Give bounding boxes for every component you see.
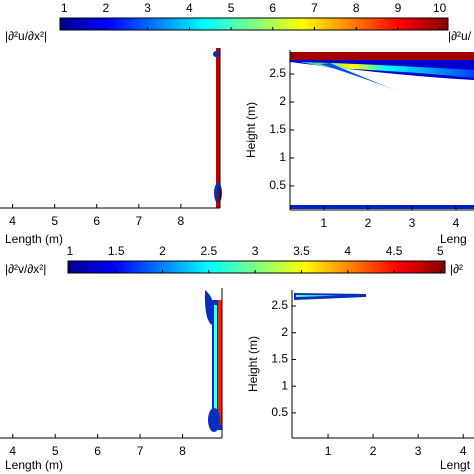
x-tick-label: 5: [51, 214, 58, 228]
colorbar-label: |∂²u/∂x²|: [5, 29, 47, 43]
x-tick-label: 1: [325, 444, 332, 458]
colorbar-tick-label: 9: [395, 1, 402, 15]
y-tick-label: 0.5: [271, 405, 288, 419]
colorbar-label: |∂²u/: [448, 29, 472, 43]
y-tick-label: 2: [279, 94, 286, 108]
colorbar-tick-label: 4: [186, 1, 193, 15]
x-tick-label: 5: [52, 444, 59, 458]
colorbar-tick-label: 4.5: [386, 244, 403, 258]
x-axis-label: Lengt: [440, 458, 471, 472]
y-axis-label: Height (m): [246, 336, 260, 392]
contour-fill: [213, 48, 222, 208]
contour-fill: [290, 52, 474, 209]
x-tick-label: 4: [453, 216, 460, 230]
y-tick-label: 1: [279, 150, 286, 164]
y-tick-label: 0.5: [269, 178, 286, 192]
x-tick-label: 4: [9, 214, 16, 228]
y-tick-label: 2.5: [271, 298, 288, 312]
colorbar-tick-label: 5: [228, 1, 235, 15]
colorbar-tick-label: 3: [252, 244, 259, 258]
colorbar-tick-label: 6: [269, 1, 276, 15]
colorbar-tick-label: 4: [344, 244, 351, 258]
x-axis-label: Leng: [440, 232, 467, 246]
x-tick-label: 7: [137, 444, 144, 458]
contour-fill: [294, 293, 366, 300]
x-tick-label: 2: [370, 444, 377, 458]
x-tick-label: 4: [460, 444, 467, 458]
y-tick-label: 1.5: [269, 122, 286, 136]
colorbar: [67, 260, 446, 274]
colorbar-tick-label: 7: [311, 1, 318, 15]
contour-fill: [204, 290, 222, 432]
y-tick-label: 2: [281, 325, 288, 339]
colorbar-tick-label: 1: [67, 244, 74, 258]
colorbar-tick-label: 5: [437, 244, 444, 258]
colorbar-tick-label: 2: [103, 1, 110, 15]
colorbar-tick-label: 1.5: [108, 244, 125, 258]
colorbar-tick-label: 8: [353, 1, 360, 15]
colorbar-tick-label: 2.5: [200, 244, 217, 258]
x-tick-label: 8: [178, 214, 185, 228]
colorbar-tick-label: 1: [61, 1, 68, 15]
y-axis-label: Height (m): [244, 102, 258, 158]
x-tick-label: 4: [9, 444, 16, 458]
x-tick-label: 6: [93, 214, 100, 228]
y-tick-label: 1: [281, 378, 288, 392]
x-tick-label: 6: [94, 444, 101, 458]
colorbar-tick-label: 10: [433, 1, 447, 15]
x-tick-label: 1: [321, 216, 328, 230]
colorbar-tick-label: 2: [159, 244, 166, 258]
x-tick-label: 3: [409, 216, 416, 230]
colorbar-label: |∂²: [450, 262, 463, 276]
colorbar-tick-label: 3: [144, 1, 151, 15]
y-tick-label: 1.5: [271, 352, 288, 366]
x-axis-label: Length (m): [5, 232, 63, 246]
x-tick-label: 2: [365, 216, 372, 230]
colorbar-label: |∂²v/∂x²|: [5, 262, 46, 276]
x-tick-label: 7: [135, 214, 142, 228]
colorbar-tick-label: 3.5: [293, 244, 310, 258]
x-axis-label: Length (m): [5, 458, 63, 472]
x-tick-label: 3: [415, 444, 422, 458]
colorbar: [59, 17, 449, 31]
x-tick-label: 8: [179, 444, 186, 458]
y-tick-label: 2.5: [269, 66, 286, 80]
